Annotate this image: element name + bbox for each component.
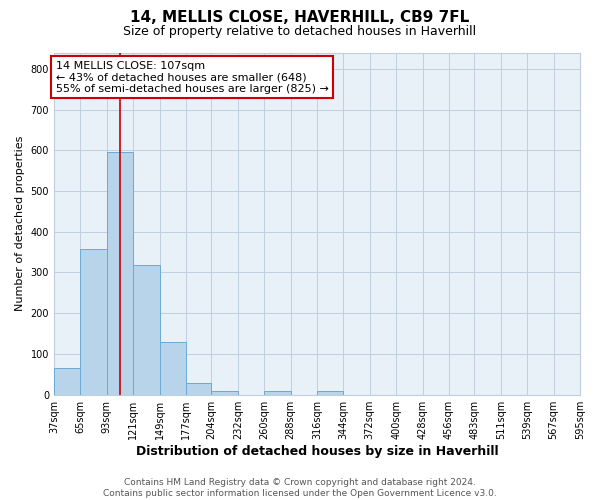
Bar <box>54 368 80 394</box>
Bar <box>211 390 238 394</box>
Bar <box>186 384 211 394</box>
Text: Size of property relative to detached houses in Haverhill: Size of property relative to detached ho… <box>124 25 476 38</box>
X-axis label: Distribution of detached houses by size in Haverhill: Distribution of detached houses by size … <box>136 444 498 458</box>
Bar <box>160 342 186 394</box>
Bar <box>133 265 160 394</box>
Bar <box>264 392 290 394</box>
Bar <box>107 152 133 394</box>
Text: 14 MELLIS CLOSE: 107sqm
← 43% of detached houses are smaller (648)
55% of semi-d: 14 MELLIS CLOSE: 107sqm ← 43% of detache… <box>56 60 329 94</box>
Y-axis label: Number of detached properties: Number of detached properties <box>15 136 25 312</box>
Bar <box>317 392 343 394</box>
Text: 14, MELLIS CLOSE, HAVERHILL, CB9 7FL: 14, MELLIS CLOSE, HAVERHILL, CB9 7FL <box>130 10 470 25</box>
Text: Contains HM Land Registry data © Crown copyright and database right 2024.
Contai: Contains HM Land Registry data © Crown c… <box>103 478 497 498</box>
Bar <box>80 249 107 394</box>
